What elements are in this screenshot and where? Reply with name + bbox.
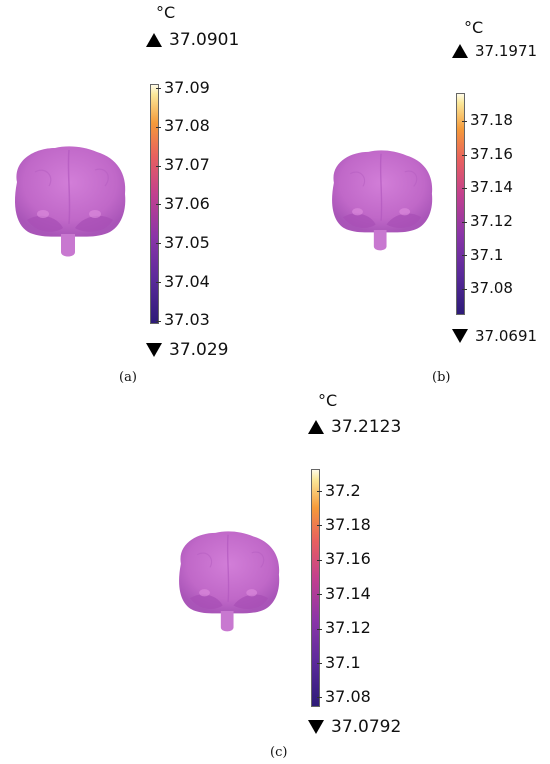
colorbar-tickmark: [156, 165, 161, 167]
colorbar-tick-label: 37.14: [470, 178, 513, 197]
max-triangle-icon: [146, 33, 162, 47]
colorbar-tickmark: [317, 628, 322, 630]
max-triangle-icon: [308, 420, 324, 434]
colorbar-tick-label: 37.16: [470, 144, 513, 163]
brain-surface-b: [331, 149, 433, 252]
brain-surface-c: [178, 530, 280, 633]
colorbar-tick-label: 37.04: [164, 271, 210, 291]
colorbar-tick-label: 37.08: [164, 116, 210, 136]
min-triangle-icon: [452, 329, 468, 343]
colorbar-tick-label: 37.18: [325, 515, 371, 534]
colorbar-tick-label: 37.06: [164, 194, 210, 213]
colorbar-tick-label: 37.07: [164, 155, 210, 175]
min-value-a: 37.029: [146, 340, 228, 360]
max-triangle-icon: [452, 44, 468, 58]
colorbar-tickmark: [462, 121, 467, 122]
unit-label-a: °C: [156, 3, 176, 22]
colorbar-tickmark: [156, 282, 161, 283]
colorbar-tickmark: [156, 88, 161, 89]
colorbar-tickmark: [462, 188, 467, 190]
min-value-text-b: 37.0691: [475, 327, 538, 345]
caption-c: (c): [270, 745, 288, 760]
max-value-text-b: 37.1971: [475, 42, 538, 60]
colorbar-tickmark: [156, 126, 161, 128]
max-value-a: 37.0901: [146, 30, 239, 50]
max-value-text-c: 37.2123: [331, 417, 402, 437]
max-value-b: 37.1971: [452, 42, 537, 60]
brain-surface-a: [14, 145, 127, 258]
colorbar-tickmark: [156, 320, 161, 322]
colorbar-tick-label: 37.16: [325, 549, 371, 569]
colorbar-tick-label: 37.08: [325, 687, 371, 706]
unit-label-b: °C: [464, 18, 484, 37]
colorbar-tick-label: 37.18: [470, 111, 513, 130]
colorbar-tickmark: [317, 525, 322, 527]
colorbar-tick-label: 37.12: [325, 618, 371, 638]
min-value-b: 37.0691: [452, 327, 537, 345]
min-triangle-icon: [146, 343, 162, 357]
colorbar-tickmark: [317, 491, 322, 492]
colorbar-tick-label: 37.05: [164, 232, 210, 252]
colorbar-a: [150, 84, 159, 324]
colorbar-tickmark: [462, 154, 467, 156]
colorbar-tickmark: [317, 663, 322, 664]
max-value-c: 37.2123: [308, 417, 401, 437]
colorbar-tick-label: 37.08: [470, 279, 513, 298]
colorbar-tick-label: 37.2: [325, 480, 361, 500]
colorbar-tick-label: 37.12: [470, 212, 513, 231]
colorbar-tick-label: 37.03: [164, 310, 210, 330]
colorbar-tick-label: 37.1: [325, 652, 361, 672]
colorbar-tickmark: [156, 204, 161, 206]
colorbar-b: [456, 93, 465, 315]
min-value-c: 37.0792: [308, 717, 401, 737]
max-value-text-a: 37.0901: [169, 30, 240, 50]
colorbar-tickmark: [317, 559, 322, 561]
min-value-text-a: 37.029: [169, 340, 229, 360]
colorbar-tickmark: [462, 221, 467, 223]
caption-b: (b): [432, 370, 451, 385]
caption-a: (a): [119, 370, 137, 385]
unit-label-c: °C: [318, 391, 338, 410]
colorbar-tickmark: [317, 594, 322, 596]
min-value-text-c: 37.0792: [331, 717, 402, 737]
colorbar-tick-label: 37.1: [470, 245, 504, 264]
colorbar-c: [311, 469, 320, 707]
colorbar-tickmark: [156, 243, 161, 245]
colorbar-tick-label: 37.09: [164, 77, 210, 97]
colorbar-tick-label: 37.14: [325, 583, 371, 603]
colorbar-tickmark: [462, 289, 467, 290]
colorbar-tickmark: [317, 697, 322, 699]
colorbar-tickmark: [462, 255, 467, 257]
min-triangle-icon: [308, 720, 324, 734]
